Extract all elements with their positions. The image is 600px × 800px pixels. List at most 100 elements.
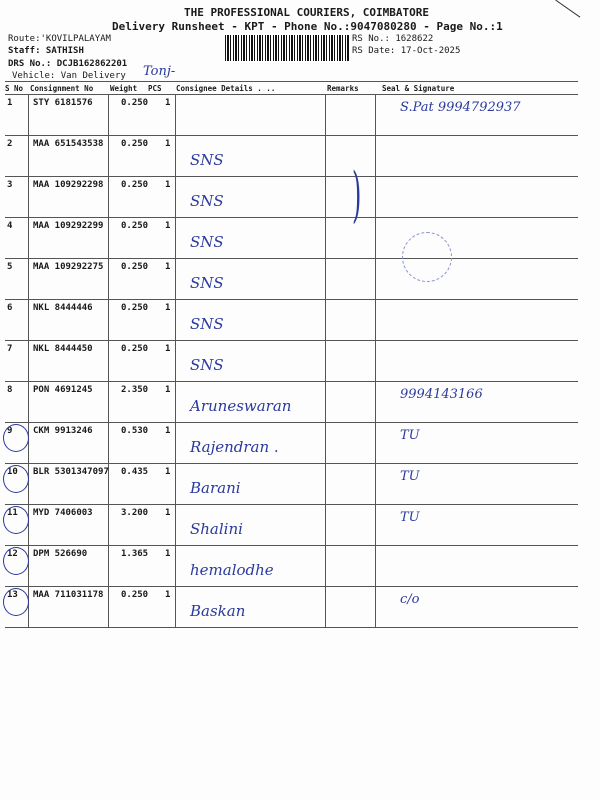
- pieces: 1: [165, 180, 171, 190]
- pieces: 1: [165, 590, 171, 600]
- weight: 0.250: [121, 344, 149, 354]
- row-divider: [5, 258, 578, 259]
- consignee-handwriting: Baskan: [190, 602, 246, 620]
- column-header: Weight: [110, 84, 138, 93]
- column-divider: [108, 94, 109, 627]
- weight: 0.250: [121, 221, 149, 231]
- consignment-number: MAA 711031178: [33, 590, 104, 600]
- route: Route:'KOVILPALAYAM: [8, 34, 111, 44]
- signature-handwriting: S.Pat 9994792937: [400, 100, 521, 115]
- runsheet-subtitle: Delivery Runsheet - KPT - Phone No.:9047…: [112, 20, 503, 33]
- serial-number: 1: [7, 98, 13, 108]
- pieces: 1: [165, 467, 171, 477]
- row-divider: [5, 504, 578, 505]
- rs-number: RS No.: 1628622: [352, 34, 434, 44]
- weight: 0.250: [121, 180, 149, 190]
- seal-stamp: [402, 232, 452, 282]
- row-divider: [5, 463, 578, 464]
- serial-number: 6: [7, 303, 13, 313]
- drs-number: DRS No.: DCJB162862201: [8, 59, 128, 69]
- rs-date: RS Date: 17-Oct-2025: [352, 46, 461, 56]
- consignment-number: DPM 526690: [33, 549, 88, 559]
- weight: 0.250: [121, 590, 149, 600]
- serial-number: 2: [7, 139, 13, 149]
- row-divider: [5, 299, 578, 300]
- signature-handwriting: TU: [400, 469, 420, 484]
- consignment-number: NKL 8444446: [33, 303, 93, 313]
- scan-mark: [555, 0, 581, 18]
- row-divider: [5, 422, 578, 423]
- row-divider: [5, 586, 578, 587]
- pieces: 1: [165, 385, 171, 395]
- column-divider: [175, 94, 176, 627]
- circle-mark: [3, 506, 29, 534]
- pieces: 1: [165, 262, 171, 272]
- consignee-handwriting: SNS: [190, 233, 224, 251]
- weight: 3.200: [121, 508, 149, 518]
- pieces: 1: [165, 426, 171, 436]
- row-divider: [5, 381, 578, 382]
- column-divider: [28, 94, 29, 627]
- circle-mark: [3, 547, 29, 575]
- weight: 0.435: [121, 467, 149, 477]
- signature-handwriting: c/o: [400, 592, 420, 607]
- row-divider: [5, 340, 578, 341]
- pieces: 1: [165, 549, 171, 559]
- consignment-number: MAA 651543538: [33, 139, 104, 149]
- consignee-handwriting: Barani: [190, 479, 241, 497]
- vehicle-handwritten-note: Tonj-: [143, 64, 176, 79]
- staff: Staff: SATHISH: [8, 46, 84, 56]
- consignment-number: MAA 109292298: [33, 180, 104, 190]
- row-divider: [5, 217, 578, 218]
- signature-handwriting: TU: [400, 510, 420, 525]
- consignment-number: BLR 5301347097: [33, 467, 109, 477]
- consignee-handwriting: SNS: [190, 151, 224, 169]
- weight: 0.250: [121, 262, 149, 272]
- weight: 0.250: [121, 303, 149, 313]
- weight: 2.350: [121, 385, 149, 395]
- consignee-handwriting: SNS: [190, 192, 224, 210]
- row-divider: [5, 176, 578, 177]
- consignment-number: CKM 9913246: [33, 426, 93, 436]
- pieces: 1: [165, 221, 171, 231]
- pieces: 1: [165, 508, 171, 518]
- consignee-handwriting: SNS: [190, 315, 224, 333]
- serial-number: 4: [7, 221, 13, 231]
- weight: 0.530: [121, 426, 149, 436]
- serial-number: 3: [7, 180, 13, 190]
- pieces: 1: [165, 303, 171, 313]
- bracket-signature: ): [352, 160, 362, 230]
- pieces: 1: [165, 344, 171, 354]
- column-header: Remarks: [327, 84, 359, 93]
- consignment-number: PON 4691245: [33, 385, 93, 395]
- column-header: S No: [5, 84, 24, 93]
- barcode: [225, 35, 350, 61]
- column-header: Consignee Details . ..: [176, 84, 276, 93]
- weight: 0.250: [121, 98, 149, 108]
- company-title: THE PROFESSIONAL COURIERS, COIMBATORE: [184, 6, 430, 19]
- signature-handwriting: TU: [400, 428, 420, 443]
- circle-mark: [3, 424, 29, 452]
- pieces: 1: [165, 98, 171, 108]
- serial-number: 5: [7, 262, 13, 272]
- column-header: PCS: [148, 84, 162, 93]
- consignee-handwriting: hemalodhe: [190, 561, 274, 579]
- column-divider: [325, 94, 326, 627]
- row-divider: [5, 627, 578, 628]
- signature-handwriting: 9994143166: [400, 387, 483, 402]
- serial-number: 8: [7, 385, 13, 395]
- consignee-handwriting: SNS: [190, 356, 224, 374]
- consignment-number: MYD 7406003: [33, 508, 93, 518]
- consignment-number: MAA 109292275: [33, 262, 104, 272]
- consignee-handwriting: SNS: [190, 274, 224, 292]
- consignee-handwriting: Shalini: [190, 520, 243, 538]
- consignee-handwriting: Rajendran .: [190, 438, 279, 456]
- circle-mark: [3, 588, 29, 616]
- consignment-number: MAA 109292299: [33, 221, 104, 231]
- consignee-handwriting: Aruneswaran: [190, 397, 292, 415]
- pieces: 1: [165, 139, 171, 149]
- column-divider: [375, 94, 376, 627]
- column-header: Consignment No: [30, 84, 94, 93]
- serial-number: 7: [7, 344, 13, 354]
